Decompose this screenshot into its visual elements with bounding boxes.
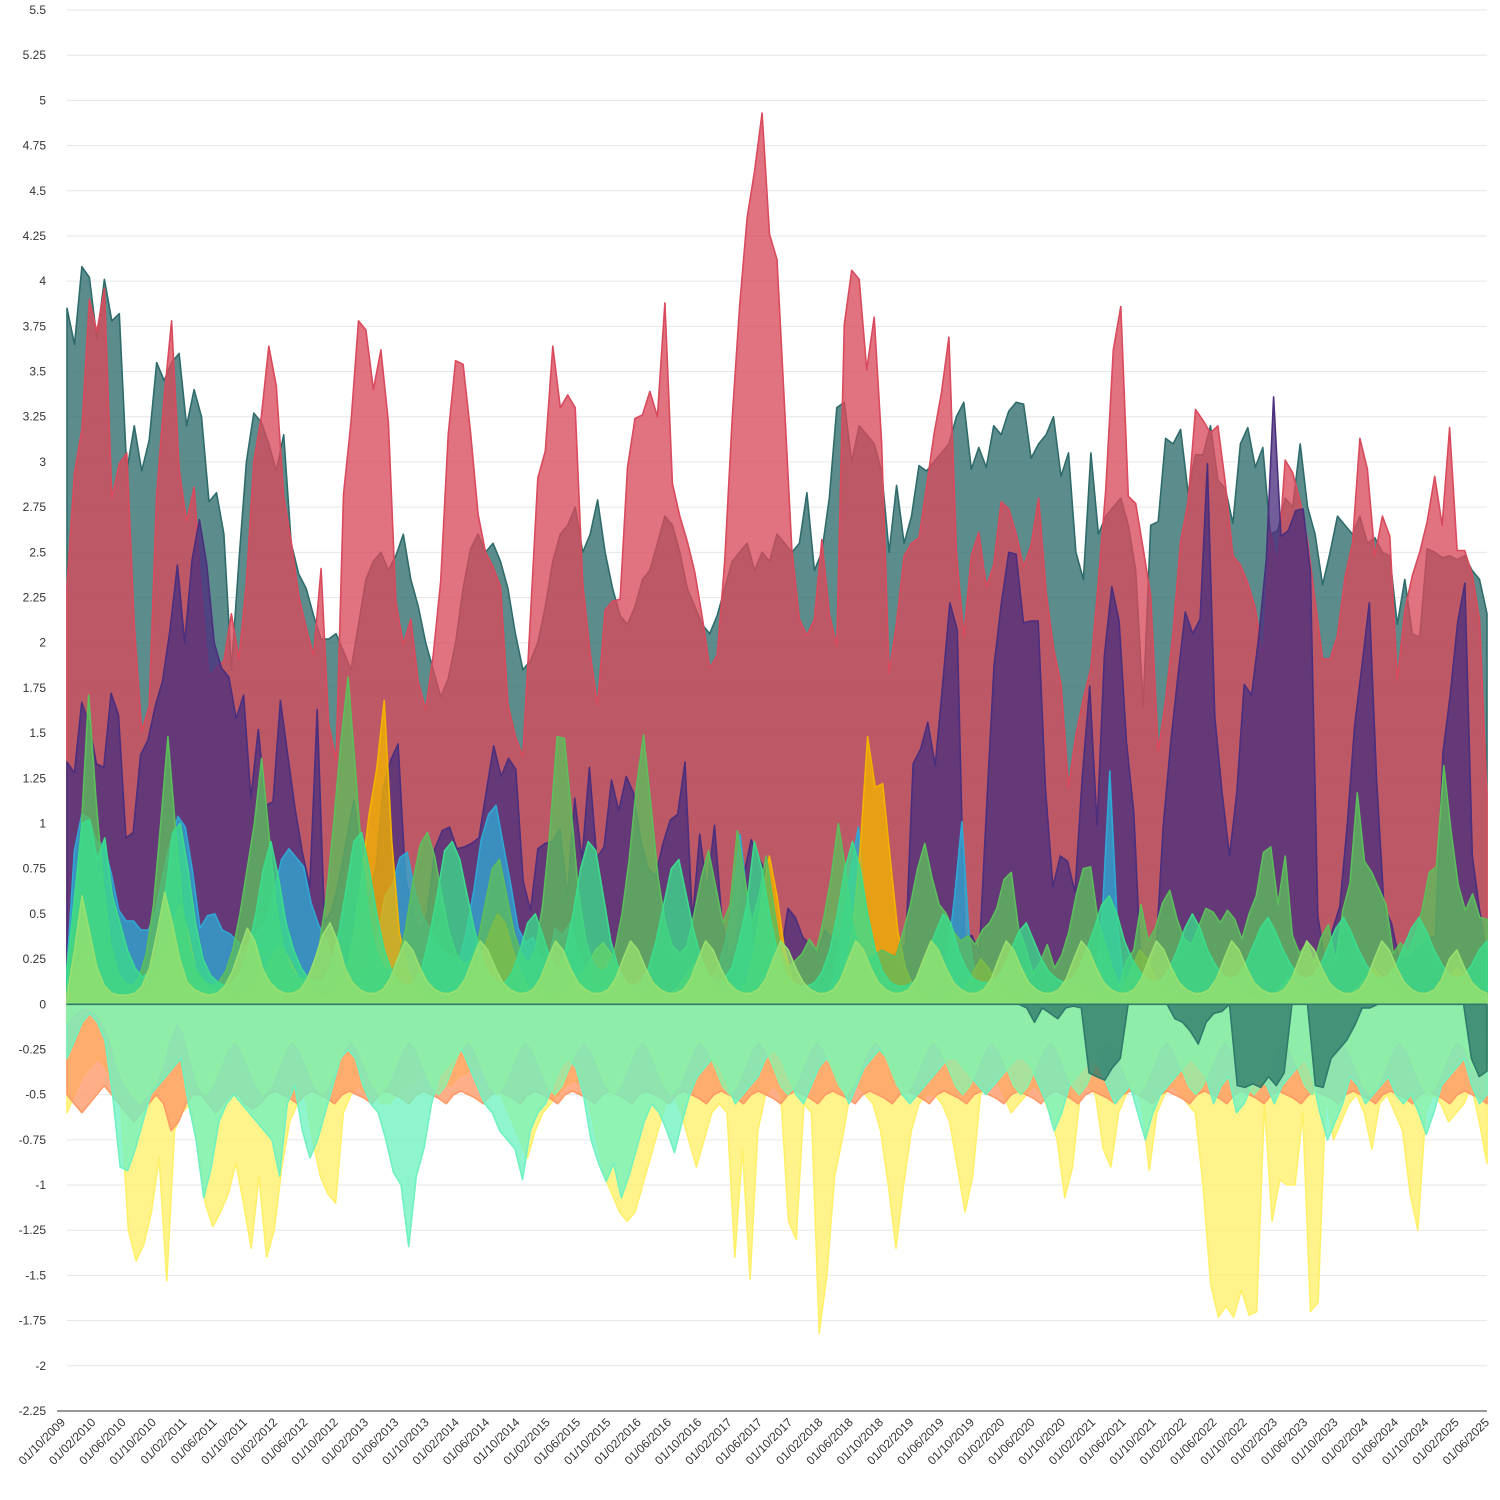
y-tick-label: -0.75 bbox=[19, 1133, 47, 1147]
y-tick-label: 5 bbox=[39, 93, 46, 107]
y-tick-label: 0.75 bbox=[23, 862, 47, 876]
y-tick-label: 1 bbox=[39, 816, 46, 830]
y-tick-label: -1.75 bbox=[19, 1314, 47, 1328]
y-tick-label: 5.25 bbox=[23, 48, 47, 62]
y-tick-label: -2.25 bbox=[19, 1404, 47, 1418]
series-areas bbox=[66, 112, 1488, 1335]
y-tick-label: 3 bbox=[39, 455, 46, 469]
y-tick-label: -0.25 bbox=[19, 1042, 47, 1056]
y-tick-label: -1.5 bbox=[25, 1268, 46, 1282]
y-tick-label: -1 bbox=[35, 1178, 46, 1192]
y-tick-label: 3.25 bbox=[23, 410, 47, 424]
series-area-8 bbox=[66, 891, 1488, 1006]
y-tick-label: 2 bbox=[39, 636, 46, 650]
y-tick-label: 4.75 bbox=[23, 139, 47, 153]
y-tick-label: 1.75 bbox=[23, 681, 47, 695]
y-tick-label: 2.25 bbox=[23, 591, 47, 605]
y-tick-label: 0.5 bbox=[29, 907, 46, 921]
y-tick-label: 3.75 bbox=[23, 319, 47, 333]
y-tick-label: 0.25 bbox=[23, 952, 47, 966]
y-tick-label: 1.5 bbox=[29, 726, 46, 740]
y-tick-label: 3.5 bbox=[29, 365, 46, 379]
y-tick-label: 0 bbox=[39, 997, 46, 1011]
y-tick-label: 4.5 bbox=[29, 184, 46, 198]
y-tick-label: 4.25 bbox=[23, 229, 47, 243]
series-area-13 bbox=[66, 1003, 1488, 1089]
y-tick-label: 1.25 bbox=[23, 771, 47, 785]
y-tick-label: -0.5 bbox=[25, 1088, 46, 1102]
y-tick-label: 4 bbox=[39, 274, 46, 288]
y-tick-label: 5.5 bbox=[29, 3, 46, 17]
y-tick-label: 2.75 bbox=[23, 500, 47, 514]
y-tick-label: 2.5 bbox=[29, 545, 46, 559]
y-tick-label: -2 bbox=[35, 1359, 46, 1373]
y-tick-label: -1.25 bbox=[19, 1223, 47, 1237]
